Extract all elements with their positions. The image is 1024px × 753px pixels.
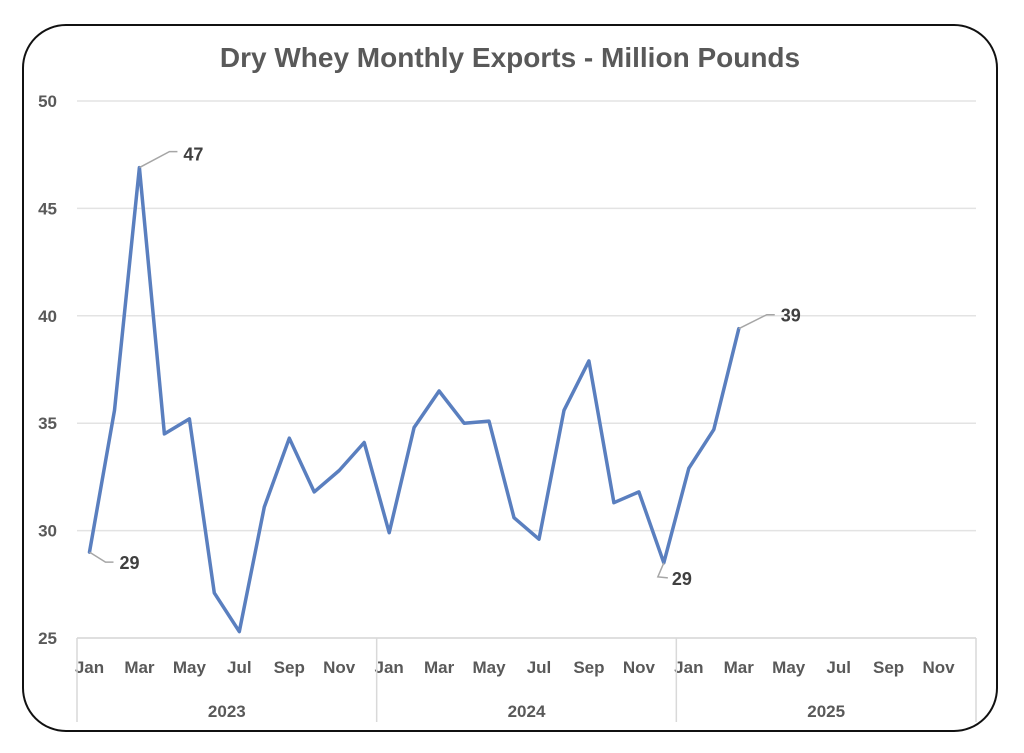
y-tick-label: 40 — [38, 307, 57, 326]
y-tick-label: 50 — [38, 92, 57, 111]
gridlines — [77, 100, 976, 639]
annotation-leader — [656, 562, 668, 579]
data-label: 29 — [119, 553, 139, 573]
data-label: 29 — [672, 569, 692, 589]
x-tick-label: Sep — [573, 658, 604, 677]
series-layer — [87, 165, 741, 634]
y-tick-label: 35 — [38, 414, 57, 433]
x-tick-label: Sep — [873, 658, 904, 677]
x-tick-label: Mar — [724, 658, 755, 677]
x-tick-label: Jan — [75, 658, 104, 677]
annotations: 29 47 29 39 — [89, 145, 801, 589]
data-label: 47 — [183, 145, 203, 165]
x-tick-label: Jul — [826, 658, 851, 677]
y-tick-label: 30 — [38, 522, 57, 541]
x-tick-label: Jul — [527, 658, 552, 677]
x-tick-label: May — [772, 658, 806, 677]
annotation-leader — [738, 313, 775, 330]
annotation-leader — [89, 551, 114, 563]
year-label: 2023 — [208, 702, 246, 721]
y-axis: 25 30 35 40 45 50 — [38, 92, 57, 648]
year-label: 2025 — [807, 702, 845, 721]
x-axis: Jan Mar May Jul Sep Nov Jan Mar May Jul Sep Nov Jan M… — [75, 637, 977, 722]
chart-frame — [22, 24, 998, 732]
x-tick-label: Mar — [424, 658, 455, 677]
x-tick-label: Jan — [674, 658, 703, 677]
y-tick-label: 45 — [38, 199, 57, 218]
y-tick-label: 25 — [38, 629, 57, 648]
x-tick-label: Mar — [124, 658, 155, 677]
x-tick-label: Nov — [323, 658, 356, 677]
annotation-leader — [139, 150, 178, 169]
x-tick-label: May — [173, 658, 207, 677]
x-tick-label: Sep — [274, 658, 305, 677]
x-tick-label: Nov — [623, 658, 656, 677]
data-label: 39 — [781, 306, 801, 326]
series-line — [87, 165, 741, 634]
year-label: 2024 — [508, 702, 546, 721]
x-tick-label: Nov — [922, 658, 955, 677]
x-tick-label: Jul — [227, 658, 252, 677]
x-tick-label: Jan — [375, 658, 404, 677]
chart-title: Dry Whey Monthly Exports - Million Pound… — [220, 42, 800, 73]
x-tick-label: May — [473, 658, 507, 677]
